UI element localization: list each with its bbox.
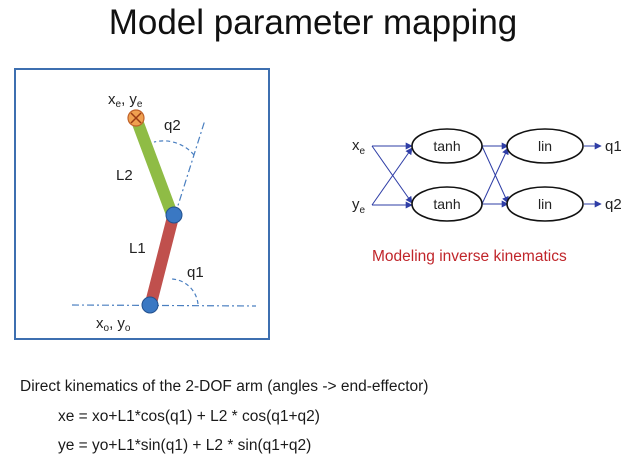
input-ye-label: ye bbox=[352, 196, 366, 216]
output-neuron-bottom: lin bbox=[506, 186, 584, 222]
svg-text:lin: lin bbox=[538, 138, 552, 154]
hidden-neuron-bottom: tanh bbox=[411, 186, 483, 222]
output-q1-label: q1 bbox=[605, 138, 622, 155]
q2-angle-arc bbox=[153, 140, 195, 156]
elbow-joint bbox=[165, 206, 183, 224]
link2 bbox=[130, 112, 179, 223]
input-connections bbox=[371, 142, 413, 209]
hidden-neuron-top: tanh bbox=[411, 128, 483, 164]
output-arrows bbox=[584, 142, 602, 208]
link1-label: L1 bbox=[129, 240, 146, 257]
angle-q2-label: q2 bbox=[164, 117, 181, 134]
origin-label: xo, yo bbox=[96, 315, 131, 334]
arm-diagram-frame bbox=[14, 68, 270, 340]
angle-q1-label: q1 bbox=[187, 264, 204, 281]
equation-xe: xe = xo+L1*cos(q1) + L2 * cos(q1+q2) bbox=[58, 408, 320, 425]
q1-angle-arc bbox=[171, 278, 199, 305]
inverse-kinematics-caption: Modeling inverse kinematics bbox=[372, 248, 567, 265]
output-neuron-top: lin bbox=[506, 128, 584, 164]
link2-label: L2 bbox=[116, 167, 133, 184]
svg-text:tanh: tanh bbox=[433, 138, 460, 154]
hidden-connections bbox=[481, 142, 509, 208]
kinematics-description: Direct kinematics of the 2-DOF arm (angl… bbox=[20, 378, 429, 395]
base-joint bbox=[141, 296, 159, 314]
svg-text:tanh: tanh bbox=[433, 196, 460, 212]
equation-ye: ye = yo+L1*sin(q1) + L2 * sin(q1+q2) bbox=[58, 437, 312, 454]
link1-extension-line bbox=[174, 119, 206, 216]
ground-axis-line bbox=[71, 304, 257, 307]
slide-title: Model parameter mapping bbox=[108, 3, 518, 42]
end-effector-label: xe, ye bbox=[108, 91, 143, 110]
end-effector-icon bbox=[127, 109, 145, 127]
input-xe-label: xe bbox=[352, 137, 366, 157]
link1 bbox=[145, 211, 179, 309]
output-q2-label: q2 bbox=[605, 196, 622, 213]
svg-text:lin: lin bbox=[538, 196, 552, 212]
